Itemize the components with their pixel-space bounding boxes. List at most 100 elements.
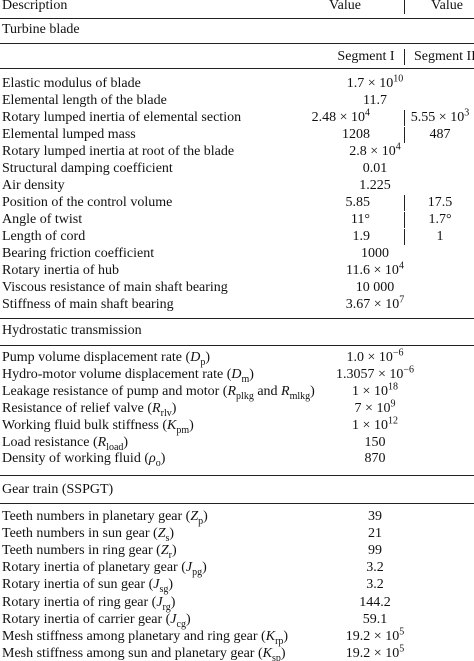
text-part: ) — [168, 577, 174, 593]
text-part: ) — [249, 366, 254, 382]
text-part: ) — [280, 645, 286, 661]
text-part: 3.2 — [366, 577, 384, 593]
row-value: 1208 — [342, 126, 370, 144]
text-part: 11° — [350, 212, 370, 227]
text-part: R — [97, 434, 107, 450]
row-value: 1.225 — [359, 177, 391, 195]
row-value: 59.1 — [363, 611, 388, 629]
text-part: ) — [205, 350, 210, 365]
text-part: 2.48 × 10 — [311, 110, 365, 125]
row-value: 1.3057 × 10−6 — [335, 365, 414, 384]
text-part: Teeth numbers in sun gear ( — [2, 526, 158, 542]
text-part: Rotary lumped inertia of elemental secti… — [2, 110, 242, 125]
row-value: 870 — [365, 450, 386, 468]
text-part: Z — [190, 509, 199, 524]
text-part: ) — [310, 383, 315, 399]
text-part: 10 000 — [355, 280, 395, 295]
row-label: Leakage resistance of pump and motor (Rp… — [2, 383, 315, 401]
row-value: 11° — [351, 211, 370, 229]
text-part: 1.3057 × 10 — [335, 366, 404, 382]
text-part: Length of cord — [2, 229, 86, 244]
row-value: 39 — [368, 508, 382, 526]
text-part: Elemental lumped mass — [2, 127, 136, 142]
row-value: 99 — [368, 542, 382, 560]
text-part: Density of working fluid ( — [2, 451, 149, 467]
text-part: J — [153, 577, 160, 593]
text-part: 21 — [368, 526, 382, 542]
row-value: 3.2 — [366, 559, 384, 577]
subheader: Segment II — [414, 49, 474, 64]
text-part: J — [170, 611, 177, 627]
row-label: Mesh stiffness among planetary and ring … — [2, 628, 288, 646]
row-value: 5.55 × 103 — [411, 108, 469, 127]
text-part: Load resistance ( — [2, 434, 98, 450]
rule — [0, 68, 474, 69]
row-label: Bearing friction coefficient — [2, 245, 154, 263]
text-part: D — [190, 350, 201, 365]
text-part: Rotary inertia of carrier gear ( — [2, 611, 171, 627]
text-part: 59.1 — [362, 611, 388, 627]
text-part: s — [165, 532, 170, 544]
text-part: R — [152, 400, 161, 416]
text-part: Mesh stiffness among sun and planetary g… — [2, 645, 263, 661]
text-part: D — [231, 366, 242, 382]
text-part: Position of the control volume — [2, 195, 173, 210]
row-value: 1.7° — [428, 211, 451, 229]
text-part: mlkg — [289, 390, 311, 402]
row-value: 1 — [437, 228, 444, 246]
text-part: ) — [185, 611, 191, 627]
text-part: Elemental length of the blade — [2, 93, 167, 108]
row-value: 2.8 × 104 — [349, 142, 400, 161]
row-value: 144.2 — [359, 594, 391, 612]
text-part: 10 — [393, 73, 404, 85]
text-part: m — [241, 373, 250, 385]
text-part: ) — [169, 526, 175, 542]
text-part: Angle of twist — [2, 212, 83, 227]
divider — [404, 229, 405, 245]
text-part: 1 × 10 — [352, 383, 388, 399]
row-label: Rotary inertia of sun gear (Jsg) — [2, 576, 173, 594]
text-part: 1000 — [361, 246, 389, 261]
row-value: 19.2 × 105 — [346, 627, 404, 646]
row-value: 21 — [368, 525, 382, 543]
row-label: Hydro-motor volume displacement rate (Dm… — [2, 366, 254, 384]
text-part: Z — [160, 543, 169, 559]
section-title: Gear train (SSPGT) — [2, 482, 114, 497]
text-part: Working fluid bulk stiffness ( — [2, 417, 168, 433]
row-value: 10 000 — [356, 279, 395, 297]
text-part: Teeth numbers in ring gear ( — [2, 543, 161, 559]
text-part: and — [253, 383, 282, 399]
row-value: 2.48 × 104 — [311, 108, 370, 127]
text-part: cg — [176, 618, 186, 630]
row-label: Elemental length of the blade — [2, 92, 167, 110]
text-part: Elastic modulus of blade — [2, 76, 141, 91]
row-label: Stiffness of main shaft bearing — [2, 296, 174, 314]
divider — [404, 195, 405, 211]
row-value: 5.85 — [346, 194, 371, 212]
text-part: R — [227, 383, 237, 399]
rule — [0, 475, 474, 476]
text-part: Rotary inertia of sun gear ( — [2, 577, 154, 593]
text-part: 0.01 — [362, 161, 388, 176]
row-label: Pump volume displacement rate (Dp) — [2, 349, 210, 367]
row-value: 1 × 1018 — [352, 381, 398, 401]
row-value: 7 × 109 — [354, 399, 396, 418]
text-part: 7 × 10 — [354, 400, 391, 416]
text-part: Hydro-motor volume displacement rate ( — [2, 366, 232, 382]
row-label: Rotary inertia of hub — [2, 262, 119, 280]
text-part: 5.85 — [345, 195, 371, 210]
text-part: Structural damping coefficient — [2, 161, 173, 176]
row-value: 3.2 — [366, 576, 384, 594]
row-label: Viscous resistance of main shaft bearing — [2, 279, 228, 297]
row-label: Resistance of relief valve (Rrlv) — [2, 400, 176, 418]
text-part: 18 — [387, 381, 398, 393]
text-part: 1.0 × 10 — [346, 350, 393, 365]
text-part: 144.2 — [359, 594, 391, 610]
row-value: 150 — [365, 434, 386, 452]
text-part: ) — [189, 417, 194, 433]
text-part: 99 — [368, 543, 382, 559]
text-part: 3.2 — [366, 560, 384, 576]
rule — [0, 18, 474, 19]
text-part: 1208 — [342, 127, 370, 142]
